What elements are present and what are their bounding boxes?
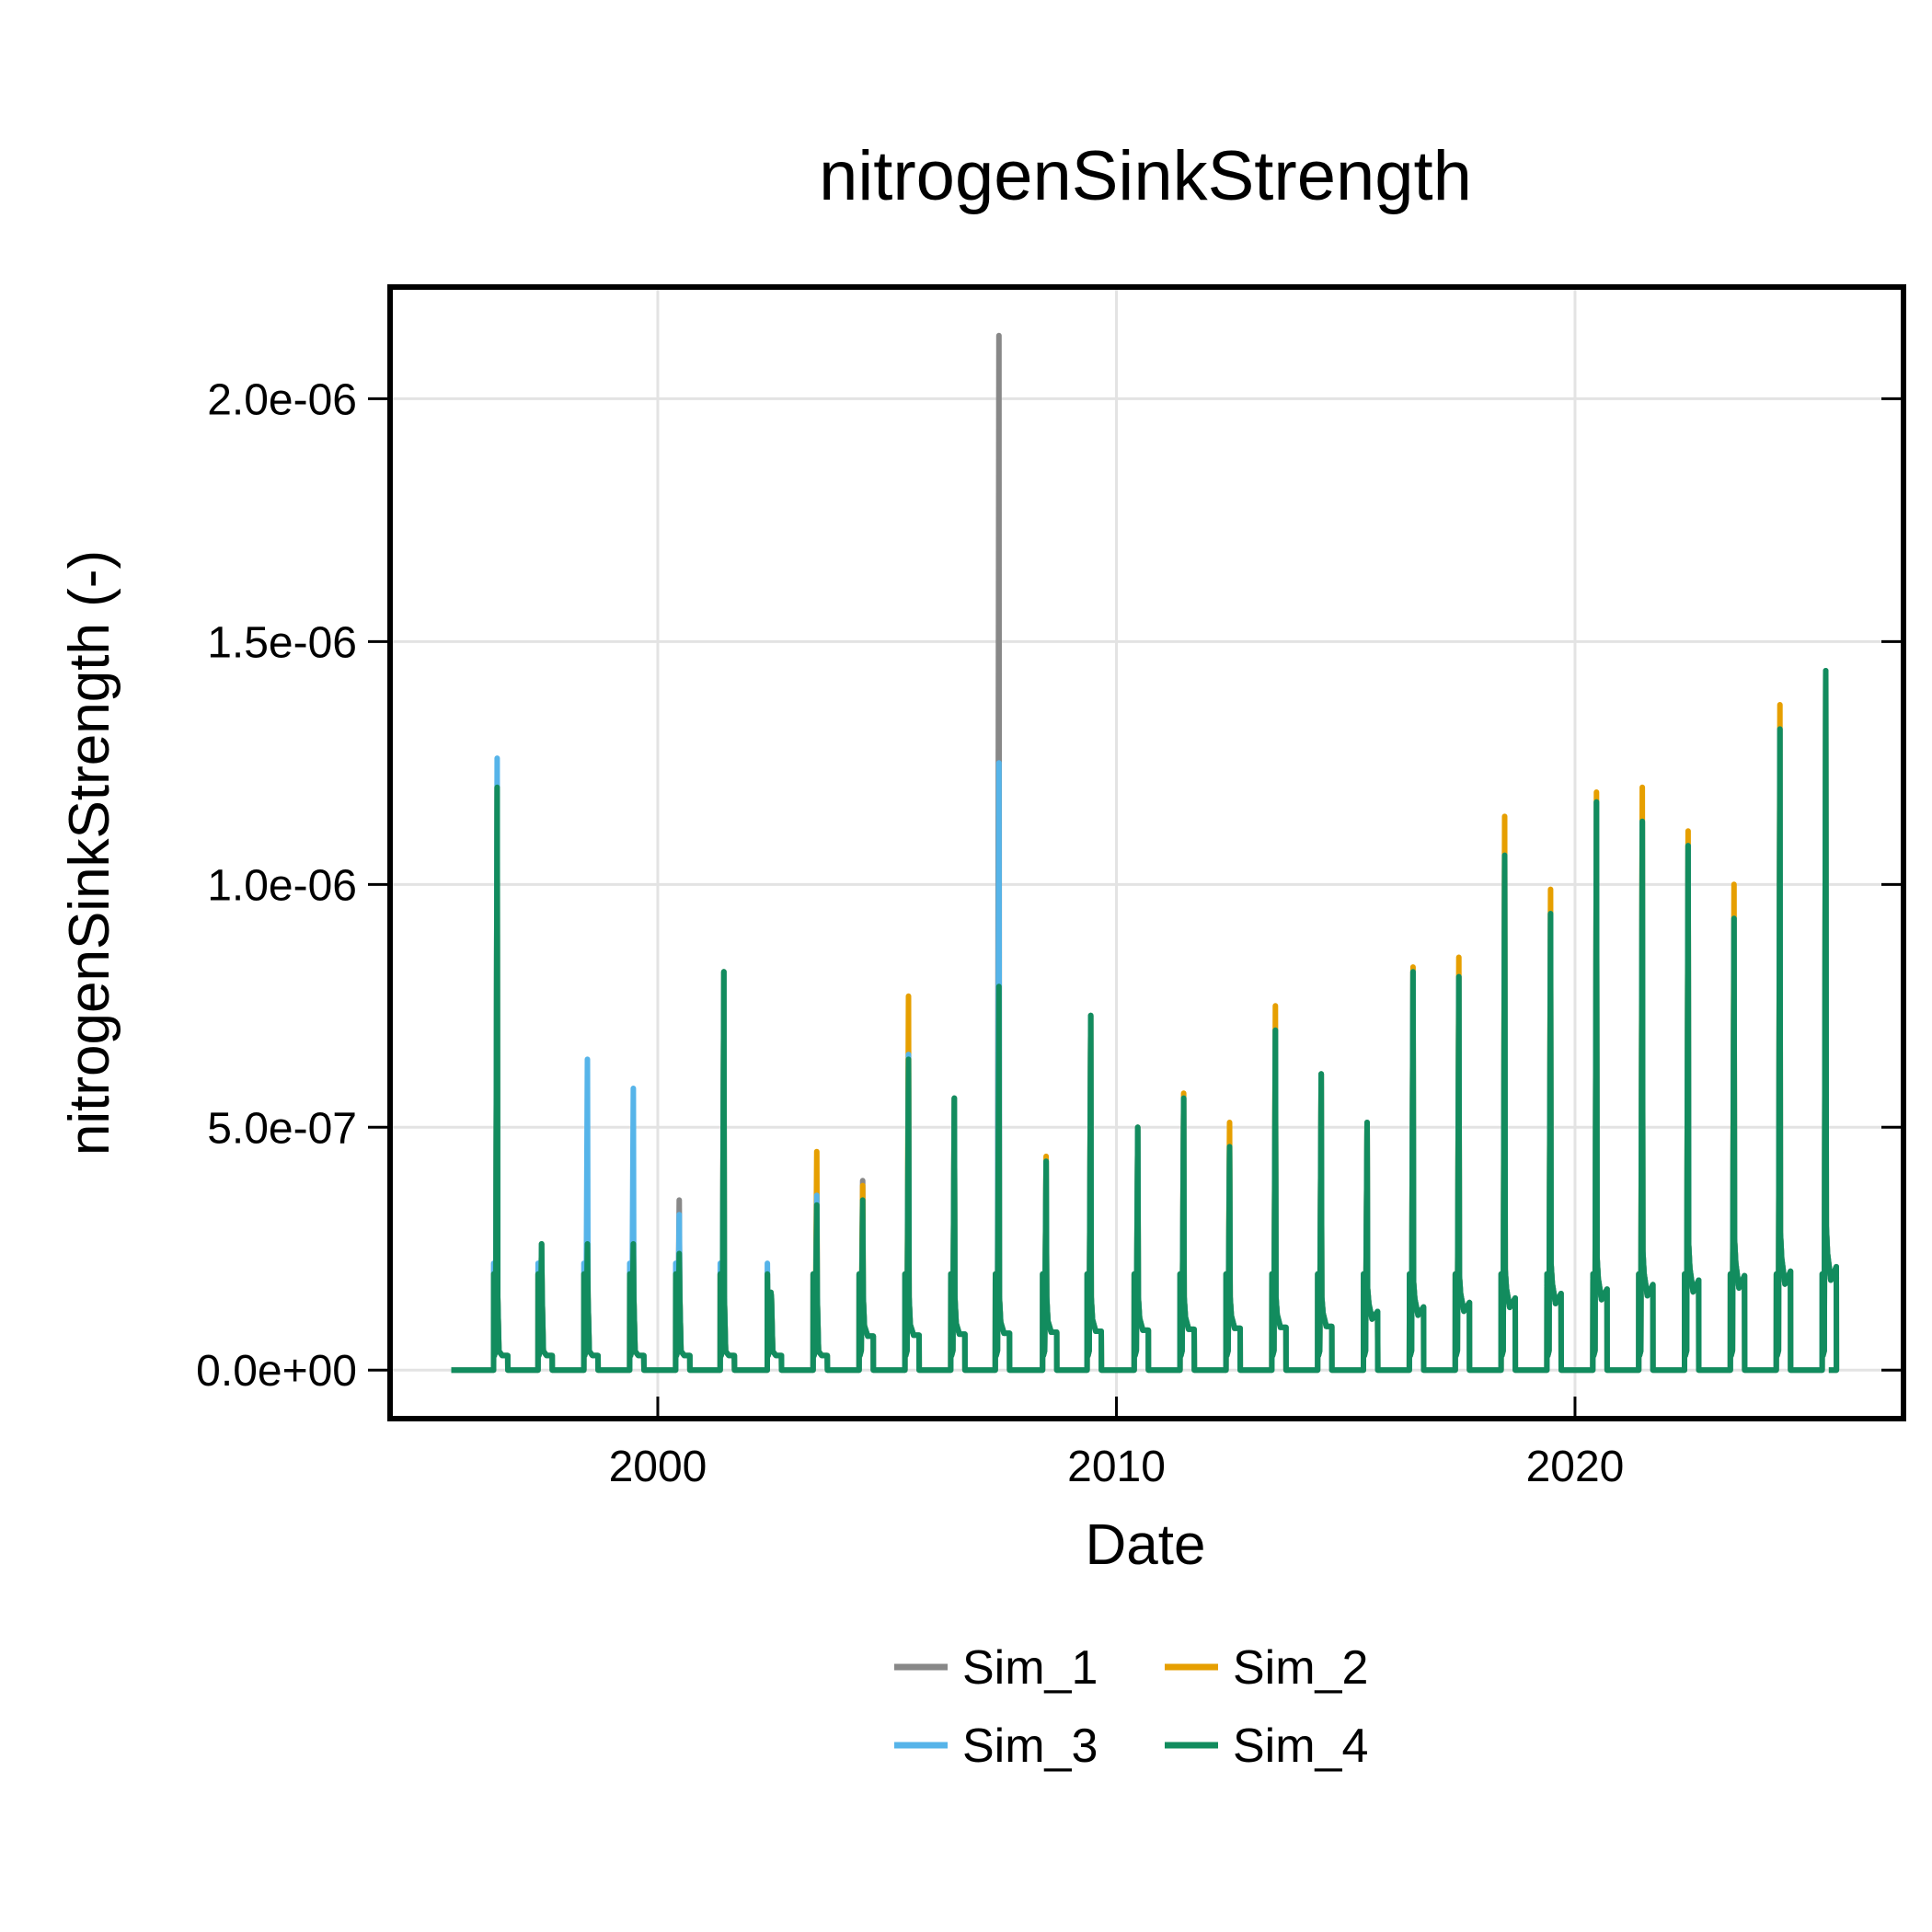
axis-ticks: 2000 2010 2020 0.0e+00 5.0e-07 1.0e-06 1.5e-06… xyxy=(196,375,1903,1491)
y-tick-label: 1.0e-06 xyxy=(207,861,357,910)
x-axis-label: Date xyxy=(1086,1513,1206,1577)
y-axis-label: nitrogenSinkStrength (-) xyxy=(58,550,121,1156)
legend-label: Sim_4 xyxy=(1233,1719,1368,1773)
y-tick-label: 5.0e-07 xyxy=(207,1104,357,1153)
x-tick-label: 2010 xyxy=(1067,1443,1166,1491)
x-tick-label: 2000 xyxy=(609,1443,707,1491)
series-layer xyxy=(451,332,1840,1374)
series-line-sim-4 xyxy=(451,668,1840,1374)
x-tick-label: 2020 xyxy=(1526,1443,1625,1491)
legend-label: Sim_1 xyxy=(962,1641,1098,1695)
y-tick-label: 1.5e-06 xyxy=(207,618,357,667)
chart-title: nitrogenSinkStrength xyxy=(819,137,1472,215)
plot-frame xyxy=(387,284,1906,1421)
legend-label: Sim_2 xyxy=(1233,1641,1368,1695)
legend-label: Sim_3 xyxy=(962,1719,1098,1773)
legend: Sim_1 Sim_2 Sim_3 Sim_4 xyxy=(894,1641,1368,1773)
y-tick-label: 2.0e-06 xyxy=(207,375,357,424)
y-tick-label: 0.0e+00 xyxy=(196,1347,357,1396)
